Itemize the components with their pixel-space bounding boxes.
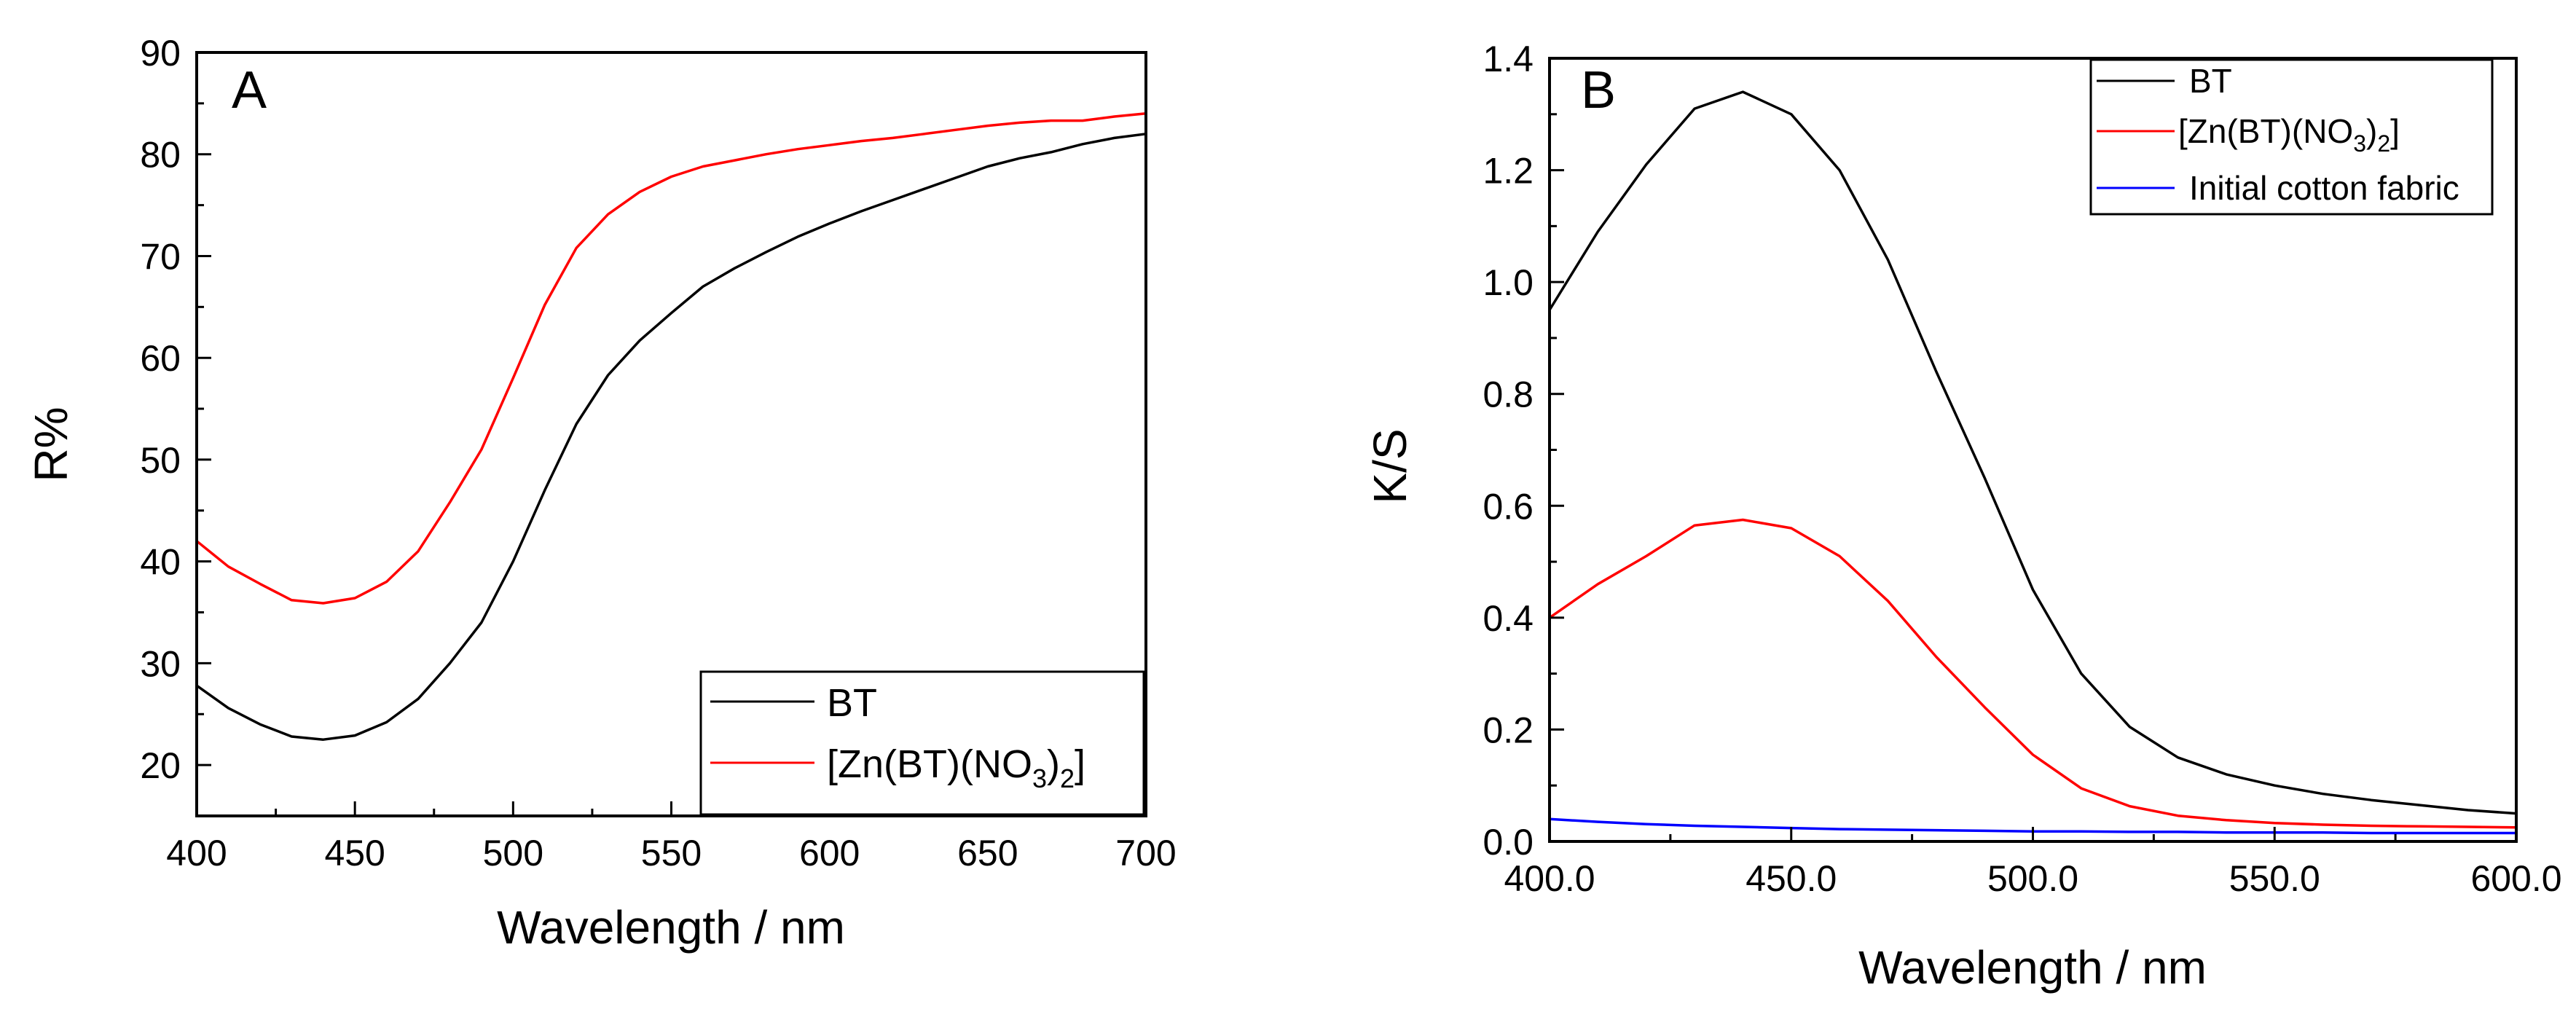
- panel-b-y-tick-label-0-4: 0.4: [1483, 598, 1534, 639]
- panel-a-x-tick-label-400: 400: [166, 833, 227, 873]
- panel-a-y-tick-label-30: 30: [140, 643, 181, 684]
- panel-b-y-tick-label-1-4: 1.4: [1483, 39, 1534, 79]
- panel-b-legend-label-bt: BT: [2189, 62, 2232, 100]
- panel-b-legend: BT [Zn(BT)(NO3)2] Initial cotton fabric: [2089, 58, 2494, 216]
- panel-a-series-zn-bt-no3-2: [195, 112, 1147, 605]
- panel-a-y-tick-label-90: 90: [140, 33, 181, 74]
- panel-b-x-tick-label-400: 400.0: [1504, 858, 1595, 899]
- panel-a-y-tick-label-50: 50: [140, 440, 181, 481]
- panel-b-x-tick-label-550: 550.0: [2229, 858, 2320, 899]
- panel-a-x-axis-title: Wavelength / nm: [497, 901, 845, 954]
- panel-b-x-tick-label-500: 500.0: [1987, 858, 2078, 899]
- panel-a-x-tick-label-600: 600: [799, 833, 860, 873]
- panel-a-legend-label-bt: BT: [827, 681, 877, 725]
- panel-b-letter: B: [1581, 61, 1616, 119]
- panel-a-letter: A: [232, 61, 267, 119]
- panel-a-y-tick-label-40: 40: [140, 542, 181, 583]
- panel-a-y-tick-label-80: 80: [140, 135, 181, 176]
- panel-a-legend-box: [699, 670, 1145, 816]
- panel-b-x-axis-title: Wavelength / nm: [1858, 941, 2207, 994]
- panel-a-y-axis-title: R%: [25, 407, 77, 482]
- panel-a-y-tick-label-20: 20: [140, 745, 181, 786]
- panel-b-legend-label-cotton: Initial cotton fabric: [2189, 169, 2459, 207]
- panel-a-legend: BT [Zn(BT)(NO3)2]: [699, 670, 1145, 816]
- panel-a-x-tick-label-550: 550: [641, 833, 702, 873]
- panel-b-y-tick-label-1-2: 1.2: [1483, 151, 1534, 192]
- panel-a-x-tick-label-450: 450: [324, 833, 385, 873]
- panel-b-legend-label-zn: [Zn(BT)(NO3)2]: [2178, 112, 2400, 157]
- panel-b-y-tick-label-0-0: 0.0: [1483, 822, 1534, 863]
- panel-a-x-tick-label-650: 650: [957, 833, 1018, 873]
- panel-a: A 400 450 500 550 600 650 7002030405060708090 …: [25, 33, 1177, 954]
- panel-b-x-tick-label-600: 600.0: [2470, 858, 2561, 899]
- panel-b-y-axis-title: K/S: [1364, 428, 1416, 503]
- panel-b: B 400.0 450.0 500.0 550.0 600.0 0.0 0.2 0.4 0.6 0…: [1364, 39, 2562, 994]
- panel-a-legend-label-zn: [Zn(BT)(NO3)2]: [827, 742, 1085, 793]
- panel-b-series-zn-bt-no3-2: [1549, 518, 2517, 829]
- panel-a-y-tick-label-60: 60: [140, 338, 181, 379]
- panel-b-series-bt: [1548, 90, 2517, 815]
- panel-b-y-tick-label-1-0: 1.0: [1483, 262, 1534, 303]
- panel-b-x-tick-label-450: 450.0: [1746, 858, 1837, 899]
- panel-b-y-tick-label-0-2: 0.2: [1483, 710, 1534, 750]
- panel-a-series-bt: [195, 133, 1147, 741]
- panel-b-y-tick-label-0-8: 0.8: [1483, 374, 1534, 415]
- panel-a-x-tick-label-700: 700: [1115, 833, 1176, 873]
- panel-b-y-tick-label-0-6: 0.6: [1483, 486, 1534, 527]
- panel-a-y-tick-label-70: 70: [140, 236, 181, 277]
- panel-a-x-tick-label-500: 500: [483, 833, 543, 873]
